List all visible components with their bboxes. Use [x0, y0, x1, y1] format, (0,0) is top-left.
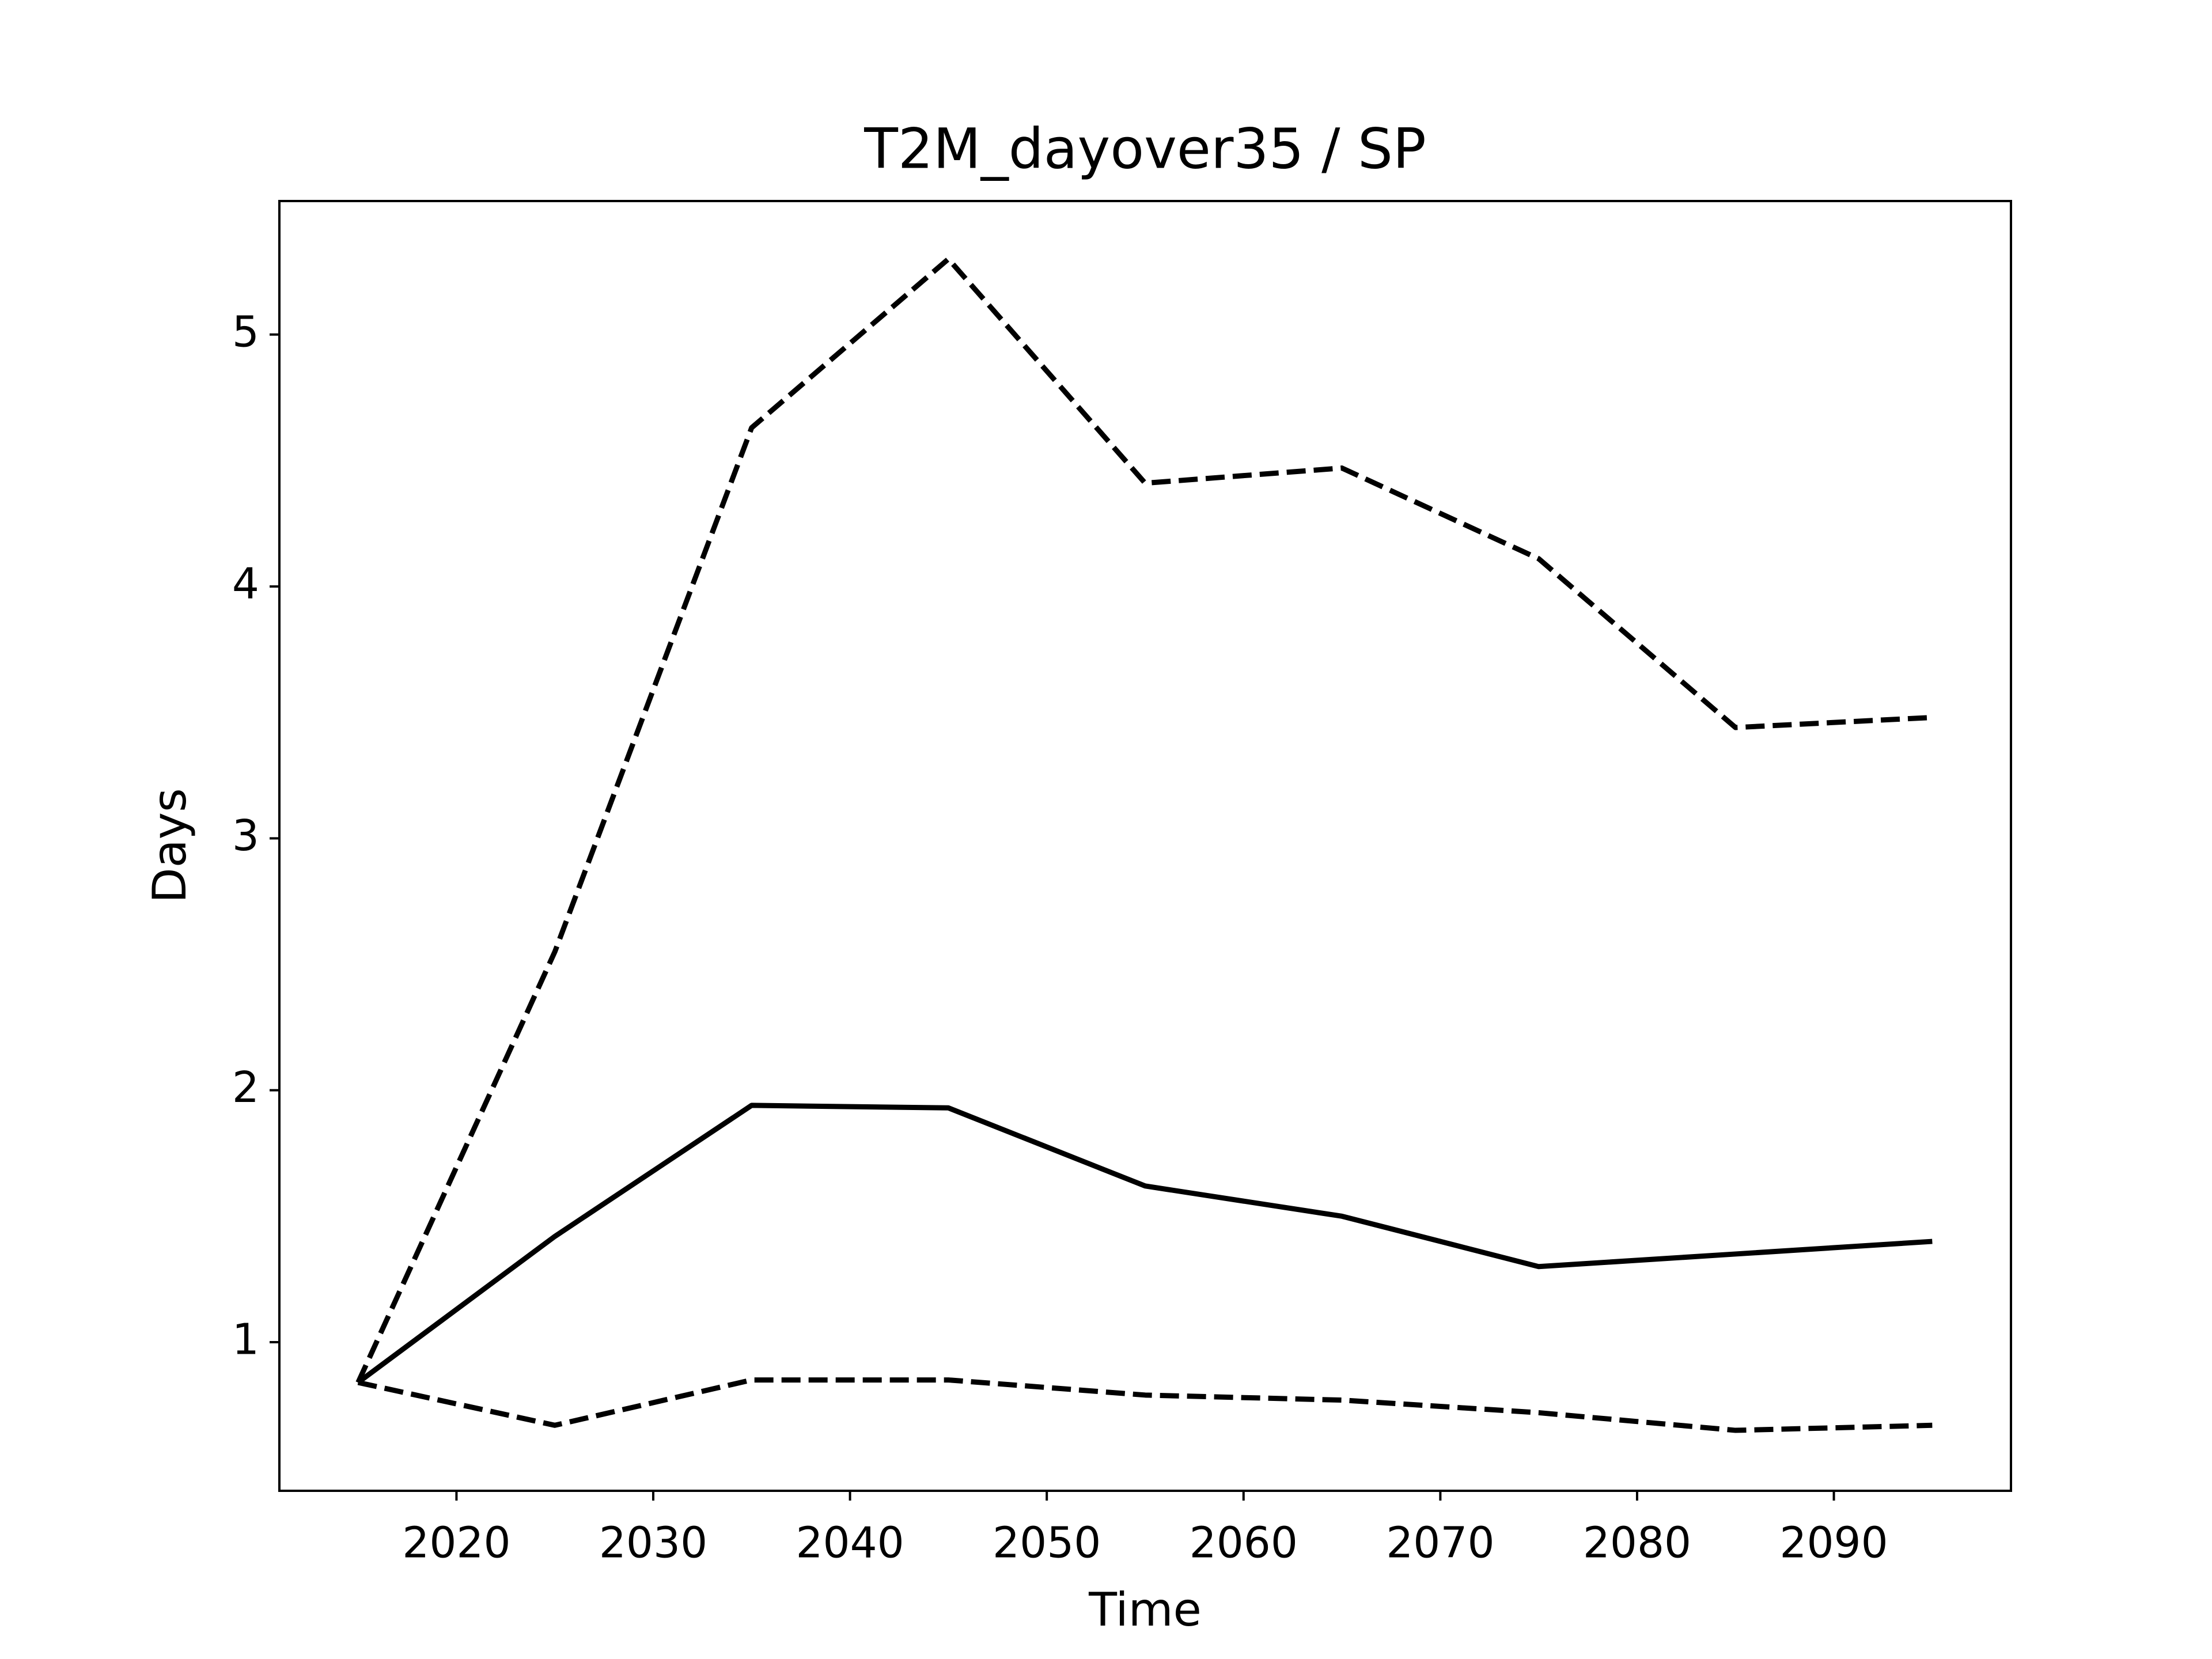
y-tick-label: 1: [232, 1315, 259, 1364]
x-tick-label: 2090: [1779, 1518, 1888, 1568]
chart-title: T2M_dayover35 / SP: [863, 116, 1426, 181]
x-tick-label: 2050: [993, 1518, 1101, 1568]
x-tick-label: 2030: [599, 1518, 707, 1568]
x-axis-label: Time: [1088, 1583, 1202, 1637]
y-axis-label: Days: [143, 788, 196, 903]
x-tick-label: 2060: [1190, 1518, 1298, 1568]
x-tick-label: 2020: [402, 1518, 510, 1568]
y-tick-label: 3: [232, 811, 259, 861]
x-tick-label: 2070: [1386, 1518, 1494, 1568]
x-tick-label: 2040: [796, 1518, 904, 1568]
y-tick-label: 4: [232, 559, 259, 609]
plot-frame: [278, 200, 2012, 1492]
data-line: [356, 1103, 1933, 1385]
data-line: [357, 1377, 1933, 1433]
y-tick-label: 5: [232, 307, 259, 357]
data-line: [355, 256, 1933, 1384]
x-tick-label: 2080: [1583, 1518, 1691, 1568]
y-tick-label: 2: [232, 1063, 259, 1112]
